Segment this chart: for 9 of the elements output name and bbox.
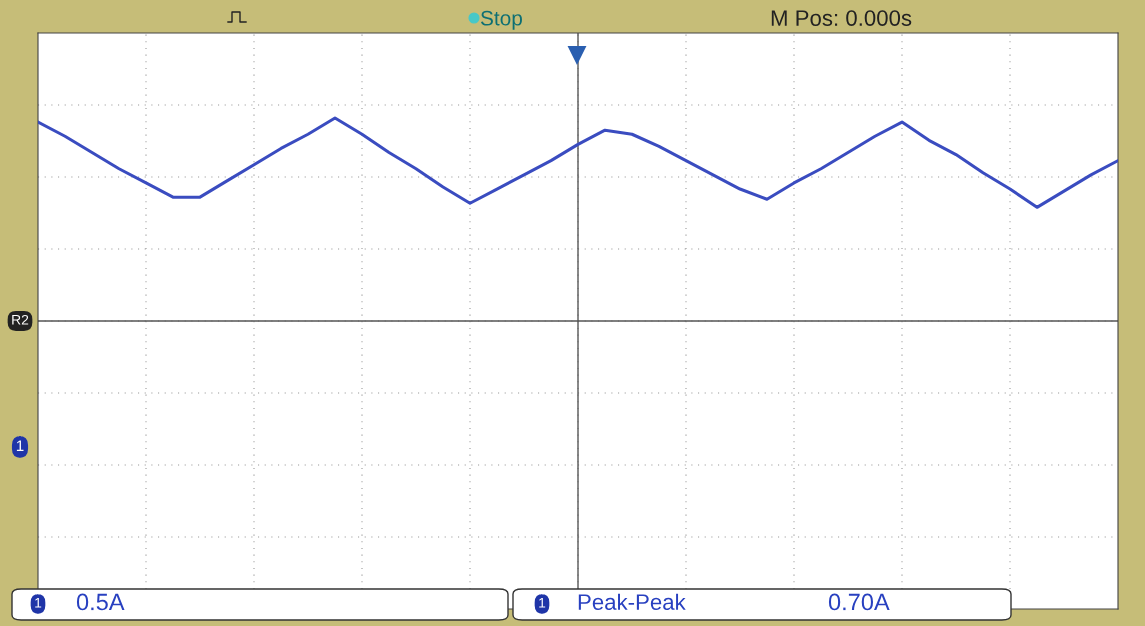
text: Stop xyxy=(480,10,522,30)
text: R2 xyxy=(12,314,29,325)
text: 1 xyxy=(35,598,42,608)
text: 0.5A xyxy=(76,593,125,611)
text: 1 xyxy=(16,440,24,451)
text: M Pos: 0.000s xyxy=(771,10,912,26)
text: 0.70A xyxy=(828,593,890,611)
text: 1 xyxy=(539,598,546,608)
text: Peak-Peak xyxy=(578,593,686,610)
